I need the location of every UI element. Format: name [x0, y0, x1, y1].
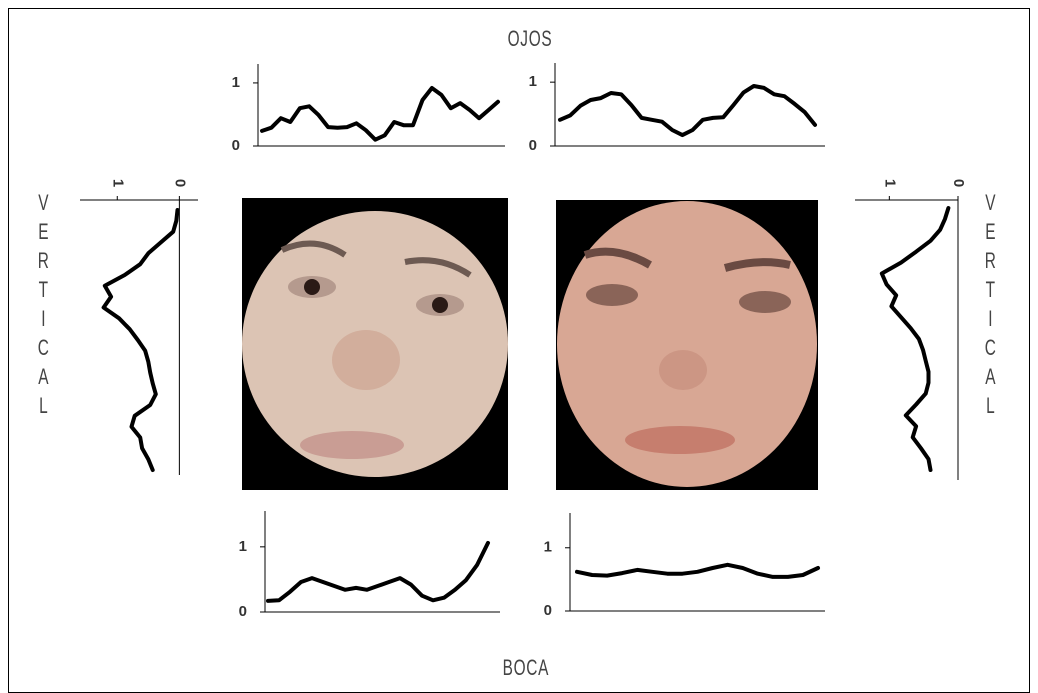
- label-top: OJOS: [508, 26, 553, 52]
- y-tick-label: 1: [232, 74, 240, 91]
- frame: [9, 9, 1030, 693]
- x-tick-label: 1: [881, 179, 898, 187]
- profile-line: [560, 86, 815, 135]
- label-right: VERTICAL: [981, 190, 999, 422]
- profile-line: [268, 543, 488, 601]
- y-tick-label: 1: [544, 539, 552, 556]
- y-tick-label: 0: [232, 137, 240, 154]
- y-tick-label: 0: [529, 137, 537, 154]
- figure: 0 1 0 1 0 1 0 1 1 0 1 0 OJOS BOCA VERTICAL VERTICAL: [0, 0, 1038, 693]
- profile-line: [104, 210, 178, 470]
- x-tick-label: 0: [171, 179, 188, 187]
- y-tick-label: 1: [529, 73, 537, 90]
- face-right: [556, 200, 818, 490]
- y-tick-label: 0: [544, 602, 552, 619]
- profile-line: [262, 88, 498, 140]
- face-left: [242, 198, 508, 490]
- y-tick-label: 0: [239, 603, 247, 620]
- label-left: VERTICAL: [34, 190, 52, 422]
- label-bottom: BOCA: [503, 655, 548, 681]
- profile-line: [577, 565, 818, 577]
- chart: 0 1 0 1 0 1 0 1 1 0 1 0: [0, 0, 1038, 693]
- y-tick-label: 1: [239, 538, 247, 555]
- x-tick-label: 0: [950, 179, 967, 187]
- x-tick-label: 1: [109, 179, 126, 187]
- profile-line: [882, 208, 949, 470]
